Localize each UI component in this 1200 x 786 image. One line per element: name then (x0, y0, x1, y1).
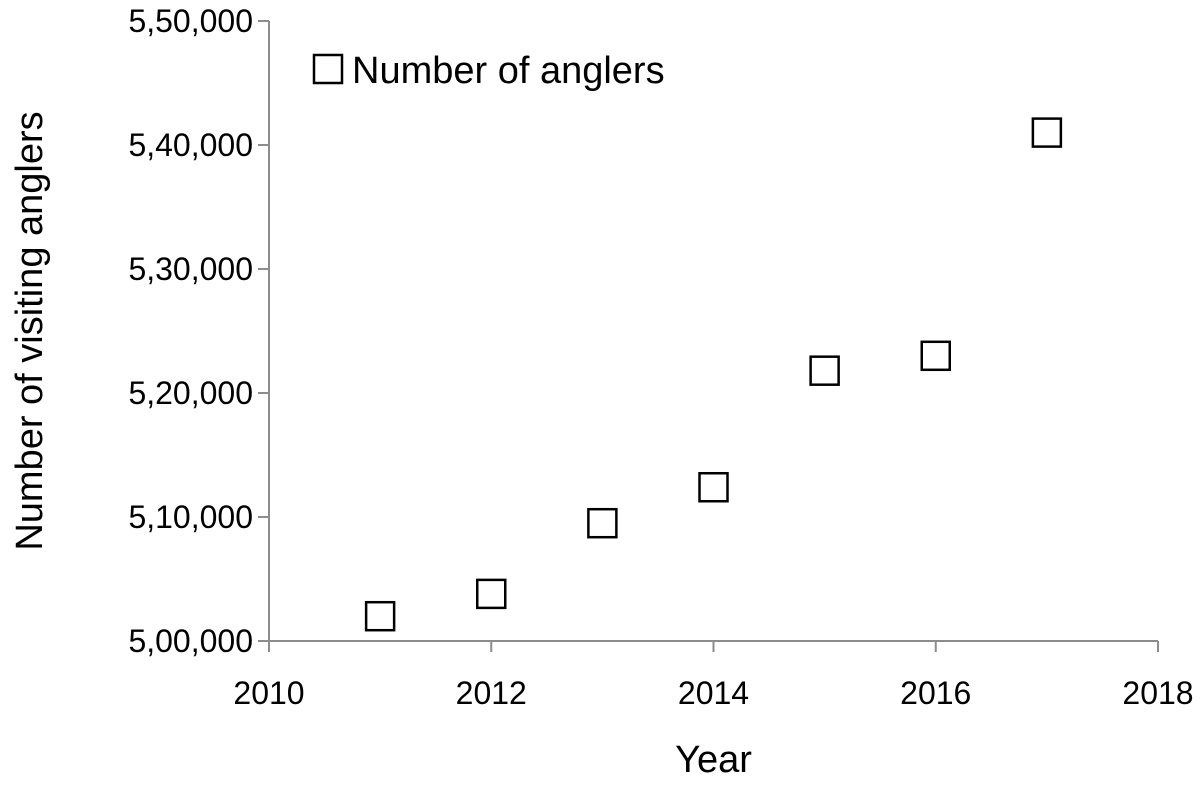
data-point (809, 355, 840, 386)
legend: Number of anglers (312, 50, 665, 92)
x-axis-title: Year (675, 739, 752, 781)
data-point (1031, 117, 1063, 148)
x-tick-label: 2016 (900, 675, 971, 711)
data-points (364, 117, 1063, 632)
axes (268, 21, 1158, 642)
y-axis-ticks: 5,00,000 5,10,000 5,20,000 5,30,000 5,40,000… (128, 3, 269, 659)
y-axis-title: Number of visiting anglers (9, 111, 51, 550)
x-tick-label: 2014 (678, 675, 749, 711)
data-point (364, 600, 396, 632)
y-tick-label: 5,10,000 (128, 499, 253, 535)
y-tick-label: 5,20,000 (128, 375, 253, 411)
y-tick-label: 5,40,000 (128, 127, 253, 163)
y-tick-label: 5,50,000 (128, 3, 253, 39)
x-tick-label: 2018 (1122, 675, 1193, 711)
data-point (698, 471, 729, 503)
data-point (476, 578, 507, 610)
x-tick-label: 2012 (456, 675, 527, 711)
data-point (587, 507, 618, 539)
x-axis-ticks: 2010 2012 2014 2016 2018 (233, 641, 1194, 711)
data-point (920, 340, 951, 372)
x-tick-label: 2010 (233, 675, 304, 711)
legend-label: Number of anglers (352, 50, 665, 92)
y-tick-label: 5,30,000 (128, 251, 253, 287)
legend-marker (312, 53, 344, 85)
y-tick-label: 5,00,000 (128, 623, 253, 659)
